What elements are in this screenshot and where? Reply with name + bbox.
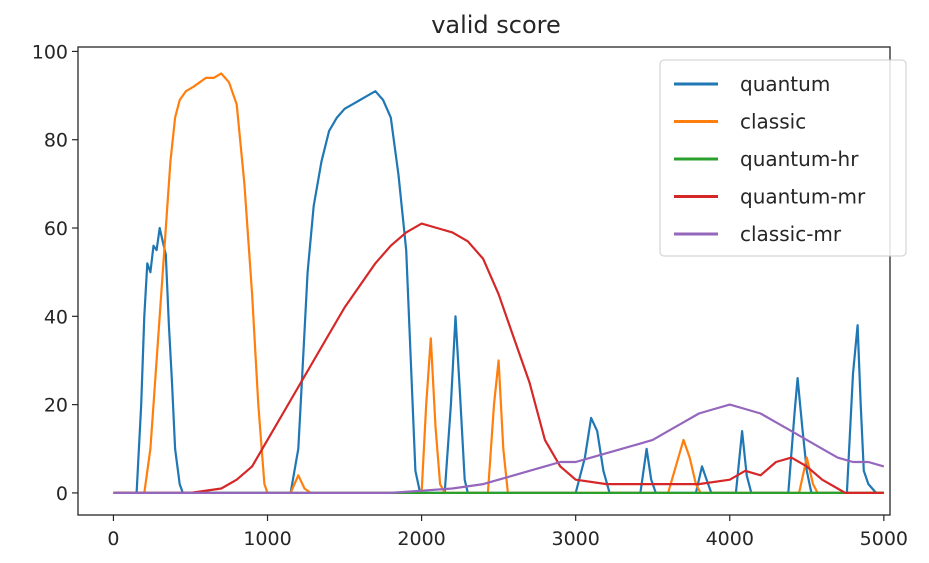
x-tick-label: 0 (107, 528, 119, 550)
plot-frame (77, 46, 891, 516)
legend-label-quantum-hr: quantum-hr (740, 147, 859, 171)
legend-label-classic-mr: classic-mr (740, 222, 842, 246)
y-tick-label: 0 (56, 483, 68, 505)
y-tick-label: 100 (32, 41, 68, 63)
series-line-classic (113, 72, 884, 494)
legend-label-classic: classic (740, 110, 806, 134)
y-tick-label: 80 (44, 130, 68, 152)
y-tick-label: 20 (44, 395, 68, 417)
y-tick-label: 40 (44, 306, 68, 328)
x-tick-label: 1000 (243, 528, 291, 550)
legend-label-quantum: quantum (740, 72, 830, 96)
series-line-quantum-mr (113, 222, 884, 494)
y-tick-label: 60 (44, 218, 68, 240)
legend-label-quantum-mr: quantum-mr (740, 185, 866, 209)
x-tick-label: 5000 (860, 528, 908, 550)
chart-title: valid score (431, 11, 561, 39)
series-line-quantum (113, 90, 884, 494)
plot-lines (113, 72, 885, 494)
x-tick-label: 4000 (706, 528, 754, 550)
series-line-classic-mr (113, 403, 885, 494)
legend-box (659, 59, 907, 257)
x-tick-label: 3000 (551, 528, 599, 550)
legend: quantum classic quantum-hr quantum-mr classi… (659, 59, 907, 257)
axes: 0 1000 2000 3000 4000 5000 0 20 40 60 80 100 (32, 41, 908, 550)
x-tick-label: 2000 (397, 528, 445, 550)
